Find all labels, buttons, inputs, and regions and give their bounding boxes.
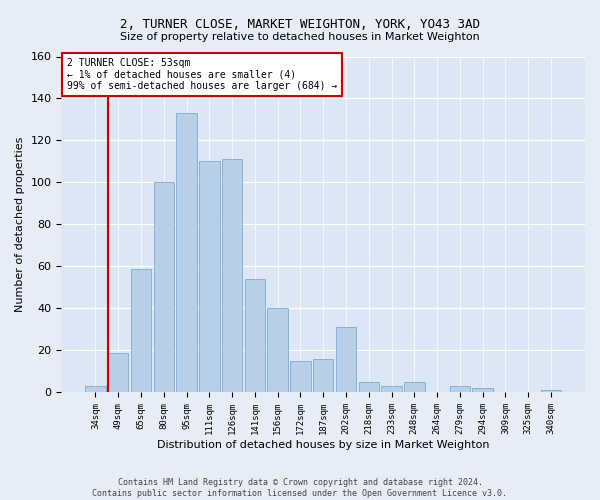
Bar [222, 160, 242, 392]
Bar [404, 382, 425, 392]
Bar [472, 388, 493, 392]
Text: Size of property relative to detached houses in Market Weighton: Size of property relative to detached ho… [120, 32, 480, 42]
Bar [336, 328, 356, 392]
Bar [359, 382, 379, 392]
Bar [85, 386, 106, 392]
Bar [154, 182, 174, 392]
Bar [449, 386, 470, 392]
Bar [313, 359, 334, 392]
Bar [199, 162, 220, 392]
Bar [268, 308, 288, 392]
Text: 2, TURNER CLOSE, MARKET WEIGHTON, YORK, YO43 3AD: 2, TURNER CLOSE, MARKET WEIGHTON, YORK, … [120, 18, 480, 30]
Bar [131, 268, 151, 392]
Y-axis label: Number of detached properties: Number of detached properties [15, 137, 25, 312]
Bar [245, 279, 265, 392]
Bar [381, 386, 402, 392]
Text: Contains HM Land Registry data © Crown copyright and database right 2024.
Contai: Contains HM Land Registry data © Crown c… [92, 478, 508, 498]
Bar [541, 390, 561, 392]
Bar [108, 352, 128, 393]
X-axis label: Distribution of detached houses by size in Market Weighton: Distribution of detached houses by size … [157, 440, 490, 450]
Bar [290, 361, 311, 392]
Text: 2 TURNER CLOSE: 53sqm
← 1% of detached houses are smaller (4)
99% of semi-detach: 2 TURNER CLOSE: 53sqm ← 1% of detached h… [67, 58, 337, 92]
Bar [176, 113, 197, 392]
